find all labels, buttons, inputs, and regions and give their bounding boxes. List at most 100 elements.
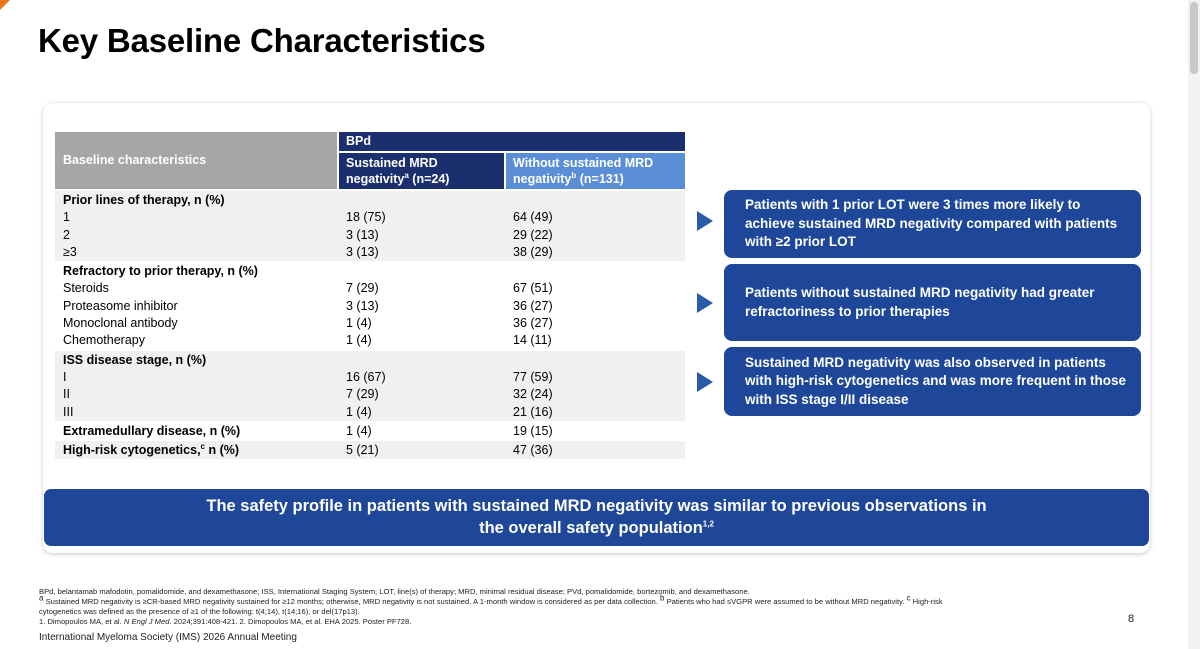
arrow-icon <box>697 293 713 313</box>
footnote-c-start: High-risk <box>910 597 943 606</box>
cell-sustained-mrd: 1 (4) <box>346 423 372 438</box>
cell-without-sustained-mrd: 19 (15) <box>513 423 553 438</box>
ref1: 1. Dimopoulos MA, et al. <box>39 617 124 626</box>
cell-sustained-mrd: 5 (21) <box>346 443 379 458</box>
footnote-b-sup: b <box>660 593 665 603</box>
row-label-text: III <box>63 404 74 419</box>
row-label: High-risk cytogenetics,c n (%) <box>63 442 239 459</box>
row-label-text: 1 <box>63 210 70 225</box>
footnote-a-b: a Sustained MRD negativity is ≥CR-based … <box>39 594 943 607</box>
row-label: Monoclonal antibody <box>63 315 178 332</box>
scrollbar-thumb[interactable] <box>1190 2 1198 74</box>
row-label-text: Monoclonal antibody <box>63 316 178 331</box>
table-row: Monoclonal antibody 1 (4) 36 (27) <box>55 315 685 332</box>
cell-sustained-mrd: 7 (29) <box>346 281 379 296</box>
header-col2-n: (n=131) <box>576 172 624 186</box>
header-col2-sup: b <box>571 170 577 180</box>
row-label: Proteasome inhibitor <box>63 298 178 315</box>
row-label-text: II <box>63 387 70 402</box>
table-group: Prior lines of therapy, n (%) 1 18 (75) 64 … <box>55 191 685 262</box>
row-label-text: ≥3 <box>63 244 77 259</box>
cell-without-sustained-mrd: 67 (51) <box>513 281 553 296</box>
cell-sustained-mrd: 3 (13) <box>346 244 379 259</box>
table-header: Baseline characteristics BPd Sustained M… <box>55 132 685 189</box>
callout-text: Patients with 1 prior LOT were 3 times m… <box>745 197 1118 250</box>
table-row: Refractory to prior therapy, n (%) <box>55 263 685 280</box>
header-col1-sup: a <box>404 170 409 180</box>
page-number: 8 <box>1128 613 1135 625</box>
row-label: ISS disease stage, n (%) <box>63 352 206 369</box>
cell-without-sustained-mrd: 64 (49) <box>513 210 553 225</box>
row-label: II <box>63 386 70 403</box>
row-label: III <box>63 404 73 421</box>
table-row: Chemotherapy 1 (4) 14 (11) <box>55 332 685 349</box>
row-label: I <box>63 369 66 386</box>
table-row: Proteasome inhibitor 3 (13) 36 (27) <box>55 298 685 315</box>
row-label-text: I <box>63 369 67 384</box>
row-label-text: Proteasome inhibitor <box>63 298 178 313</box>
table-row: Steroids 7 (29) 67 (51) <box>55 280 685 297</box>
row-label-text: High-risk cytogenetics, <box>63 443 201 458</box>
row-label-text: 2 <box>63 227 70 242</box>
cell-without-sustained-mrd: 77 (59) <box>513 369 553 384</box>
cell-sustained-mrd: 1 (4) <box>346 333 372 348</box>
callout-high-risk: Sustained MRD negativity was also observ… <box>724 347 1141 416</box>
cell-without-sustained-mrd: 38 (29) <box>513 244 553 259</box>
cell-without-sustained-mrd: 29 (22) <box>513 227 553 242</box>
header-sustained-mrd: Sustained MRD negativitya (n=24) <box>339 153 504 189</box>
cell-sustained-mrd: 7 (29) <box>346 387 379 402</box>
footnote-c-sup: c <box>906 593 911 603</box>
callout-refractoriness: Patients without sustained MRD negativit… <box>724 264 1141 341</box>
row-label-text: Chemotherapy <box>63 333 145 348</box>
footnote-b: Patients who had ≤VGPR were assumed to b… <box>664 597 905 606</box>
cell-sustained-mrd: 16 (67) <box>346 369 386 384</box>
cell-without-sustained-mrd: 21 (16) <box>513 404 553 419</box>
table-row: II 7 (29) 32 (24) <box>55 386 685 403</box>
cell-without-sustained-mrd: 47 (36) <box>513 443 553 458</box>
header-col1-line1: Sustained MRD <box>346 156 438 170</box>
callout-prior-lot: Patients with 1 prior LOT were 3 times m… <box>724 190 1141 258</box>
row-label-text: Steroids <box>63 281 109 296</box>
row-label: Chemotherapy <box>63 332 145 349</box>
banner-sup: 1,2 <box>702 519 714 529</box>
row-label-text: Extramedullary disease, n (%) <box>63 423 241 438</box>
cell-sustained-mrd: 18 (75) <box>346 210 386 225</box>
table-row: III 1 (4) 21 (16) <box>55 404 685 421</box>
ref1-tail: . 2024;391:408-421. 2. Dimopoulos MA, et… <box>169 617 412 626</box>
footnote-c: cytogenetics was defined as the presence… <box>39 607 360 616</box>
header-col1-line2: negativity <box>346 172 405 186</box>
safety-banner: The safety profile in patients with sust… <box>44 489 1149 546</box>
callout-text: Patients without sustained MRD negativit… <box>745 285 1095 319</box>
row-label-text: Refractory to prior therapy, n (%) <box>63 264 258 279</box>
row-label-text: Prior lines of therapy, n (%) <box>63 193 225 207</box>
row-label-tail: n (%) <box>205 443 240 458</box>
header-col2-line2: negativity <box>513 172 572 186</box>
footnote-a-sup: a <box>39 593 44 603</box>
header-baseline-characteristics: Baseline characteristics <box>55 132 337 189</box>
banner-line1: The safety profile in patients with sust… <box>206 497 987 515</box>
cell-without-sustained-mrd: 14 (11) <box>513 333 552 348</box>
table-group: ISS disease stage, n (%) I 16 (67) 77 (59) I… <box>55 350 685 421</box>
ref1-journal: N Engl J Med <box>123 617 170 626</box>
table-row: I 16 (67) 77 (59) <box>55 369 685 386</box>
table-group: High-risk cytogenetics,c n (%) 5 (21) 47 (… <box>55 441 685 460</box>
cell-sustained-mrd: 1 (4) <box>346 316 372 331</box>
row-label: Steroids <box>63 280 109 297</box>
cell-sustained-mrd: 1 (4) <box>346 404 372 419</box>
header-col2-line1: Without sustained MRD <box>513 156 654 170</box>
header-col1-n: (n=24) <box>408 172 450 186</box>
arrow-icon <box>697 372 713 392</box>
cell-sustained-mrd: 3 (13) <box>346 298 379 313</box>
footnote-references: 1. Dimopoulos MA, et al. N Engl J Med. 2… <box>39 617 411 627</box>
table-row: ISS disease stage, n (%) <box>55 352 685 369</box>
table-row: Prior lines of therapy, n (%) <box>55 192 685 209</box>
table-row: 1 18 (75) 64 (49) <box>55 209 685 226</box>
cell-without-sustained-mrd: 32 (24) <box>513 387 553 402</box>
row-label: Extramedullary disease, n (%) <box>63 423 240 440</box>
row-label: 2 <box>63 227 70 244</box>
meeting-name: International Myeloma Society (IMS) 2026… <box>39 632 297 643</box>
scrollbar-track[interactable] <box>1188 0 1200 649</box>
row-label: ≥3 <box>63 244 77 261</box>
row-label-sup: c <box>200 442 205 451</box>
baseline-table: Baseline characteristics BPd Sustained M… <box>55 132 685 460</box>
